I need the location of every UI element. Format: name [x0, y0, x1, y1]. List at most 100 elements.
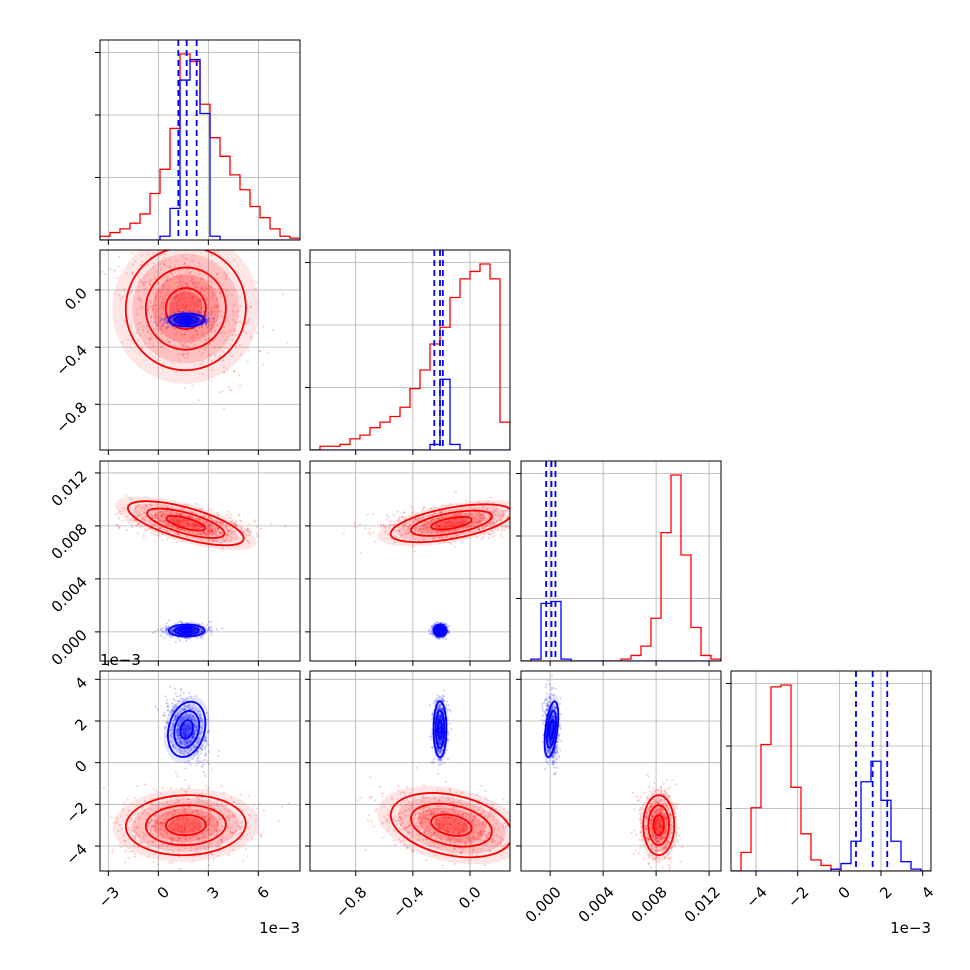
scatter-point — [208, 516, 211, 519]
scatter-point — [198, 627, 201, 630]
scatter-point — [409, 504, 412, 507]
scatter-point — [192, 522, 195, 526]
scatter-point — [121, 519, 125, 522]
scatter-point — [193, 319, 197, 322]
scatter-point — [172, 295, 175, 298]
scatter-point — [188, 318, 191, 321]
scatter-point — [277, 820, 280, 823]
scatter-point — [208, 338, 211, 341]
scatter-point — [211, 519, 214, 522]
scatter-point — [189, 629, 192, 632]
scatter-point — [142, 533, 146, 536]
scatter-point — [177, 300, 180, 303]
scatter-point — [208, 530, 211, 533]
scatter-point — [205, 321, 208, 325]
scatter-point — [165, 322, 168, 325]
scatter-point — [174, 517, 177, 520]
scatter-point — [97, 523, 99, 525]
scatter-point — [161, 287, 165, 290]
scatter-point — [121, 510, 124, 513]
scatter-point — [204, 532, 207, 536]
scatter-point — [183, 779, 186, 782]
scatter-point — [435, 524, 438, 527]
scatter-point — [525, 516, 527, 518]
scatter-point — [205, 323, 208, 326]
scatter-point — [219, 332, 222, 335]
scatter-point — [140, 299, 143, 302]
scatter-point — [208, 353, 211, 356]
scatter-point — [175, 526, 178, 529]
scatter-point — [358, 523, 361, 526]
scatter-point — [353, 525, 356, 528]
scatter-point — [210, 330, 213, 333]
scatter-point — [181, 277, 184, 280]
scatter-point — [216, 534, 219, 537]
scatter-point — [171, 320, 174, 323]
scatter-point — [205, 520, 208, 523]
scatter-point — [184, 257, 188, 261]
scatter-point — [216, 527, 220, 530]
scatter-point — [421, 537, 424, 540]
scatter-point — [117, 524, 120, 527]
scatter-point — [200, 525, 203, 529]
contour-level — [179, 627, 194, 634]
scatter-point — [233, 369, 236, 373]
scatter-point — [230, 389, 233, 392]
scatter-point — [208, 864, 211, 867]
histogram-panel-1 — [310, 250, 510, 450]
scatter-point — [215, 534, 219, 537]
scatter-point — [204, 774, 207, 777]
scatter-point — [219, 346, 222, 349]
scatter-point — [186, 345, 190, 348]
scatter-point — [177, 327, 181, 330]
scatter-point — [176, 294, 179, 298]
scatter-point — [176, 286, 180, 289]
scatter-point — [184, 305, 188, 308]
scatter-point — [175, 319, 179, 322]
scatter-point — [203, 289, 206, 293]
scatter-panel-2-0 — [97, 461, 300, 661]
scatter-point — [213, 528, 216, 531]
density-level — [134, 503, 238, 543]
scatter-point — [186, 621, 189, 624]
scatter-point — [422, 506, 425, 510]
scatter-point — [169, 512, 172, 516]
scatter-point — [253, 520, 256, 523]
scatter-point — [237, 536, 240, 539]
scatter-point — [211, 324, 214, 327]
scatter-point — [161, 297, 164, 300]
scatter-point — [183, 333, 186, 336]
scatter-point — [155, 502, 158, 505]
scatter-point — [213, 287, 217, 291]
scatter-point — [186, 521, 189, 525]
scatter-point — [176, 775, 179, 778]
scatter-point — [195, 318, 198, 321]
scatter-point — [160, 333, 163, 336]
scatter-point — [200, 287, 203, 290]
scatter-point — [167, 633, 170, 636]
scatter-point — [194, 524, 198, 527]
scatter-point — [254, 519, 257, 522]
scatter-point — [124, 850, 127, 853]
scatter-point — [198, 524, 201, 527]
scatter-point — [239, 519, 242, 522]
scatter-point — [246, 539, 249, 542]
scatter-point — [217, 315, 220, 318]
scatter-point — [235, 520, 238, 523]
scatter-point — [207, 529, 210, 532]
scatter-point — [187, 637, 191, 640]
scatter-point — [153, 517, 156, 520]
scatter-point — [204, 316, 208, 319]
scatter-point — [219, 296, 223, 299]
scatter-point — [167, 309, 171, 312]
scatter-point — [209, 327, 213, 330]
scatter-point — [201, 629, 204, 633]
scatter-point — [125, 515, 128, 518]
scatter-point — [203, 515, 206, 518]
scatter-point — [171, 630, 175, 634]
scatter-point — [178, 628, 181, 631]
scatter-point — [228, 388, 231, 391]
scatter-point — [188, 637, 191, 640]
scatter-point — [198, 627, 202, 631]
scatter-point — [187, 521, 190, 524]
